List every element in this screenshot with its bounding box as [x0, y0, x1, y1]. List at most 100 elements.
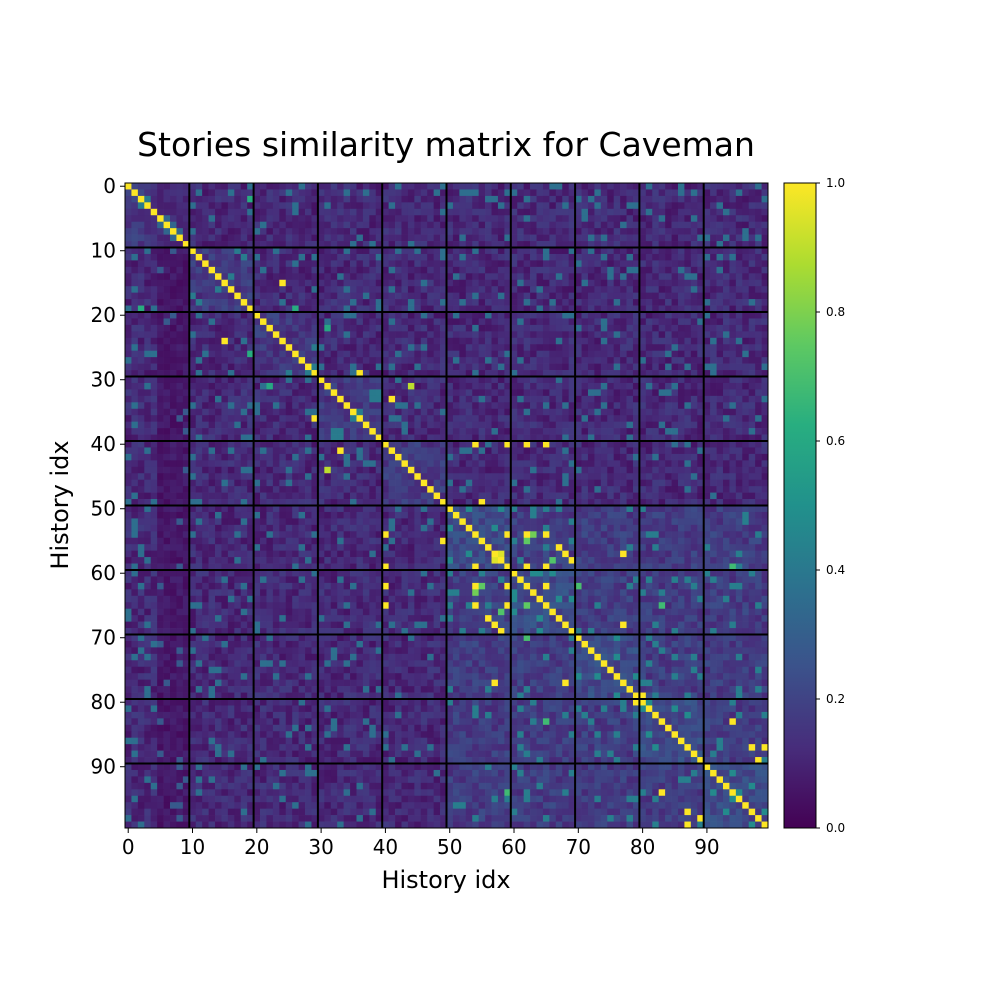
heatmap-cell	[677, 376, 685, 384]
heatmap-cell	[478, 382, 486, 390]
heatmap-cell	[176, 208, 184, 216]
heatmap-cell	[652, 260, 660, 268]
heatmap-cell	[665, 402, 672, 410]
heatmap-cell	[176, 221, 184, 229]
heatmap-cell	[369, 305, 377, 313]
heatmap-cell	[710, 312, 717, 319]
heatmap-cell	[350, 279, 357, 287]
heatmap-cell	[671, 466, 679, 474]
heatmap-cell	[375, 183, 383, 190]
heatmap-cell	[176, 395, 184, 403]
heatmap-cell	[485, 208, 492, 216]
heatmap-cell	[208, 428, 216, 435]
heatmap-cell	[125, 234, 132, 242]
heatmap-cell	[536, 434, 544, 442]
heatmap-cell	[620, 415, 627, 422]
heatmap-cell	[645, 395, 653, 403]
heatmap-cell	[330, 389, 338, 397]
heatmap-cell	[144, 195, 152, 203]
heatmap-cell	[202, 221, 209, 229]
heatmap-cell	[581, 479, 589, 487]
heatmap-cell	[375, 357, 383, 364]
heatmap-cell	[427, 312, 434, 319]
heatmap-cell	[517, 247, 525, 255]
heatmap-cell	[658, 492, 666, 500]
heatmap-cell	[722, 305, 730, 313]
heatmap-cell	[330, 208, 338, 216]
heatmap-cell	[433, 260, 441, 268]
heatmap-cell	[703, 344, 711, 352]
heatmap-cell	[343, 460, 351, 468]
heatmap-cell	[761, 195, 769, 203]
heatmap-cell	[356, 286, 364, 293]
heatmap-cell	[517, 376, 525, 384]
heatmap-cell	[227, 234, 235, 242]
heatmap-cell	[761, 292, 769, 300]
heatmap-cell	[272, 266, 280, 274]
heatmap-cell	[253, 312, 261, 319]
heatmap-cell	[710, 473, 717, 481]
heatmap-cell	[324, 389, 332, 397]
heatmap-cell	[497, 434, 505, 442]
heatmap-cell	[401, 253, 409, 261]
heatmap-cell	[221, 363, 229, 371]
heatmap-cell	[684, 402, 692, 410]
heatmap-cell	[575, 208, 582, 216]
heatmap-cell	[272, 395, 280, 403]
heatmap-cell	[742, 253, 750, 261]
heatmap-cell	[497, 195, 505, 203]
heatmap-cell	[279, 447, 287, 455]
heatmap-cell	[407, 395, 415, 403]
heatmap-cell	[215, 350, 222, 358]
heatmap-cell	[395, 299, 402, 306]
heatmap-cell	[150, 337, 158, 345]
heatmap-cell	[594, 266, 602, 274]
heatmap-cell	[478, 208, 486, 216]
heatmap-cell	[677, 460, 685, 468]
heatmap-cell	[170, 479, 177, 487]
heatmap-cell	[562, 370, 570, 377]
heatmap-cell	[285, 466, 293, 474]
heatmap-cell	[221, 434, 229, 442]
heatmap-cell	[420, 183, 428, 190]
heatmap-cell	[395, 312, 402, 319]
heatmap-cell	[555, 331, 563, 339]
heatmap-cell	[729, 305, 737, 313]
heatmap-cell	[645, 473, 653, 481]
heatmap-cell	[279, 370, 287, 377]
heatmap-cell	[549, 344, 557, 352]
heatmap-cell	[729, 421, 737, 429]
heatmap-cell	[504, 305, 512, 313]
heatmap-cell	[440, 279, 447, 287]
heatmap-cell	[131, 215, 139, 223]
heatmap-cell	[735, 183, 743, 190]
heatmap-cell	[407, 357, 415, 364]
heatmap-cell	[382, 421, 389, 429]
heatmap-cell	[703, 286, 711, 293]
heatmap-cell	[375, 247, 383, 255]
heatmap-cell	[742, 428, 750, 435]
heatmap-cell	[414, 441, 422, 448]
heatmap-cell	[517, 312, 525, 319]
heatmap-cell	[420, 402, 428, 410]
heatmap-cell	[742, 331, 750, 339]
heatmap-cell	[639, 286, 647, 293]
heatmap-cell	[684, 460, 692, 468]
heatmap-cell	[581, 260, 589, 268]
heatmap-cell	[189, 395, 197, 403]
heatmap-cell	[292, 408, 299, 416]
heatmap-cell	[761, 395, 769, 403]
heatmap-cell	[260, 324, 267, 332]
heatmap-cell	[369, 499, 377, 506]
heatmap-cell	[202, 363, 209, 371]
heatmap-cell	[562, 363, 570, 371]
heatmap-cell	[549, 395, 557, 403]
heatmap-cell	[182, 350, 190, 358]
heatmap-cell	[690, 344, 698, 352]
heatmap-cell	[607, 234, 615, 242]
heatmap-cell	[401, 292, 409, 300]
heatmap-cell	[182, 434, 190, 442]
heatmap-cell	[125, 337, 132, 345]
heatmap-cell	[234, 363, 242, 371]
heatmap-cell	[530, 183, 537, 190]
